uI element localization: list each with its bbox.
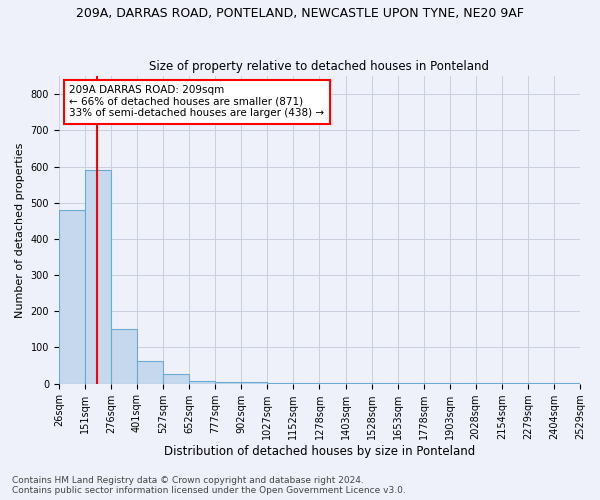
- Bar: [241, 382, 267, 384]
- Bar: [85, 170, 111, 384]
- Text: 209A DARRAS ROAD: 209sqm
← 66% of detached houses are smaller (871)
33% of semi-: 209A DARRAS ROAD: 209sqm ← 66% of detach…: [69, 86, 325, 118]
- Text: 209A, DARRAS ROAD, PONTELAND, NEWCASTLE UPON TYNE, NE20 9AF: 209A, DARRAS ROAD, PONTELAND, NEWCASTLE …: [76, 8, 524, 20]
- Bar: [293, 383, 319, 384]
- Bar: [137, 361, 163, 384]
- Bar: [319, 383, 346, 384]
- Bar: [267, 382, 293, 384]
- Bar: [189, 380, 215, 384]
- Title: Size of property relative to detached houses in Ponteland: Size of property relative to detached ho…: [149, 60, 490, 74]
- Y-axis label: Number of detached properties: Number of detached properties: [15, 142, 25, 318]
- Bar: [59, 210, 85, 384]
- X-axis label: Distribution of detached houses by size in Ponteland: Distribution of detached houses by size …: [164, 444, 475, 458]
- Bar: [111, 330, 137, 384]
- Bar: [215, 382, 241, 384]
- Text: Contains HM Land Registry data © Crown copyright and database right 2024.
Contai: Contains HM Land Registry data © Crown c…: [12, 476, 406, 495]
- Bar: [163, 374, 189, 384]
